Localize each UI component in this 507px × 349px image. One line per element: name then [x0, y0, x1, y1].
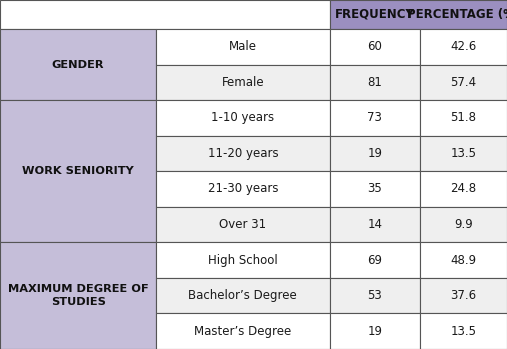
Text: GENDER: GENDER: [52, 60, 104, 69]
Text: 21-30 years: 21-30 years: [207, 183, 278, 195]
Text: 1-10 years: 1-10 years: [211, 111, 274, 124]
Text: 14: 14: [367, 218, 382, 231]
Bar: [156, 207, 330, 242]
Text: FREQUENCY: FREQUENCY: [335, 8, 415, 21]
Bar: [330, 29, 420, 65]
Bar: [420, 278, 507, 313]
Bar: [156, 65, 330, 100]
Text: 57.4: 57.4: [450, 76, 477, 89]
Bar: [420, 136, 507, 171]
Text: 69: 69: [367, 254, 382, 267]
Bar: [156, 278, 330, 313]
Bar: [330, 242, 420, 278]
Text: 60: 60: [367, 40, 382, 53]
Bar: [330, 171, 420, 207]
Bar: [420, 65, 507, 100]
Bar: [420, 242, 507, 278]
Bar: [330, 136, 420, 171]
Bar: [156, 100, 330, 136]
Text: 19: 19: [367, 325, 382, 338]
Bar: [156, 313, 330, 349]
Text: 81: 81: [367, 76, 382, 89]
Bar: [420, 29, 507, 65]
Text: 73: 73: [367, 111, 382, 124]
Bar: [330, 313, 420, 349]
Text: MAXIMUM DEGREE OF
STUDIES: MAXIMUM DEGREE OF STUDIES: [8, 284, 149, 307]
Text: 9.9: 9.9: [454, 218, 473, 231]
Text: 11-20 years: 11-20 years: [207, 147, 278, 160]
Text: PERCENTAGE (%): PERCENTAGE (%): [407, 8, 507, 21]
Text: 19: 19: [367, 147, 382, 160]
Bar: [156, 136, 330, 171]
Bar: [420, 207, 507, 242]
Text: Male: Male: [229, 40, 257, 53]
Bar: [330, 207, 420, 242]
Text: High School: High School: [208, 254, 278, 267]
Text: Female: Female: [222, 76, 264, 89]
Text: Bachelor’s Degree: Bachelor’s Degree: [189, 289, 297, 302]
Bar: [420, 313, 507, 349]
Bar: [330, 278, 420, 313]
Bar: [330, 100, 420, 136]
Text: Over 31: Over 31: [220, 218, 266, 231]
Text: 24.8: 24.8: [450, 183, 477, 195]
Text: 13.5: 13.5: [450, 325, 477, 338]
Text: 13.5: 13.5: [450, 147, 477, 160]
Text: 42.6: 42.6: [450, 40, 477, 53]
Bar: [156, 29, 330, 65]
Bar: [0, 0, 330, 29]
Text: 48.9: 48.9: [450, 254, 477, 267]
Bar: [420, 100, 507, 136]
Text: 35: 35: [367, 183, 382, 195]
Bar: [0, 242, 156, 349]
Text: 37.6: 37.6: [450, 289, 477, 302]
Bar: [156, 242, 330, 278]
Bar: [330, 65, 420, 100]
Text: Master’s Degree: Master’s Degree: [194, 325, 292, 338]
Bar: [330, 0, 507, 29]
Text: 51.8: 51.8: [450, 111, 477, 124]
Bar: [0, 100, 156, 242]
Bar: [420, 171, 507, 207]
Text: 53: 53: [367, 289, 382, 302]
Text: WORK SENIORITY: WORK SENIORITY: [22, 166, 134, 176]
Bar: [156, 171, 330, 207]
Bar: [0, 29, 156, 100]
